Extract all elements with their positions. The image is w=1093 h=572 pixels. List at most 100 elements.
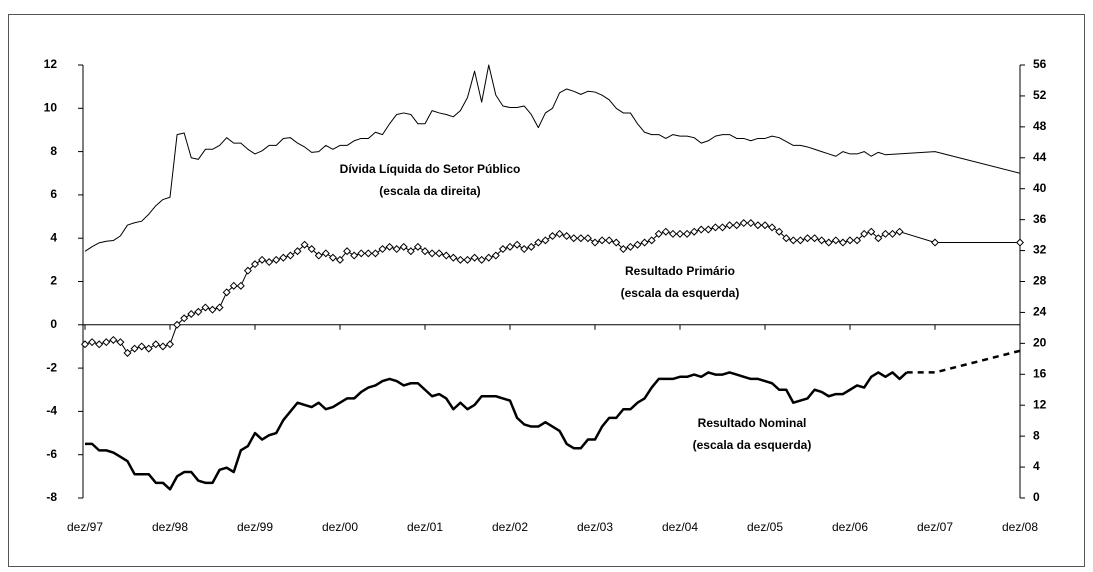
diamond-marker [258,255,267,264]
diamond-marker [406,247,415,256]
diamond-marker [796,236,805,245]
x-tick-label: dez/06 [832,520,868,534]
y2-tick-label: 32 [1033,243,1047,257]
series-scale-note: (escala da esquerda) [693,438,812,452]
diamond-marker [343,247,352,256]
diamond-marker [633,240,642,249]
series-scale-note: (escala da direita) [379,184,480,198]
diamond-marker [520,245,529,254]
series-scale-note: (escala da esquerda) [621,286,740,300]
y2-tick-label: 4 [1033,459,1040,473]
diamond-marker [824,238,833,247]
y2-tick-label: 12 [1033,397,1047,411]
diamond-marker [739,219,748,228]
diamond-marker [116,338,125,347]
diamond-marker [675,229,685,238]
diamond-marker [718,223,727,232]
diamond-marker [151,340,160,349]
series-label: Resultado Nominal [698,416,807,430]
y-tick-label: 10 [44,100,58,114]
diamond-marker [428,249,437,258]
x-tick-label: dez/08 [1002,520,1038,534]
y2-tick-label: 52 [1033,88,1047,102]
x-tick-label: dez/99 [237,520,273,534]
diamond-marker [378,245,387,254]
diamond-marker [562,232,571,241]
diamond-marker [725,221,734,230]
diamond-marker [505,242,515,251]
diamond-marker [173,320,182,329]
diamond-marker [661,227,670,236]
diamond-marker [527,242,536,251]
diamond-marker [810,234,819,243]
diamond-marker [555,229,564,238]
diamond-marker [867,227,876,236]
diamond-marker [456,255,465,264]
diamond-marker [364,249,373,258]
diamond-marker [413,242,422,251]
series-line [85,371,908,491]
diamond-marker [328,253,337,262]
diamond-marker [753,221,762,230]
diamond-marker [548,232,557,241]
y-tick-label: -8 [46,490,57,504]
diamond-marker [845,236,855,245]
diamond-marker [534,238,543,247]
diamond-marker [782,234,791,243]
diamond-marker [888,229,897,238]
y2-tick-label: 0 [1033,490,1040,504]
x-tick-label: dez/05 [747,520,783,534]
x-tick-label: dez/97 [67,520,103,534]
diamond-marker [350,251,359,260]
diamond-marker [789,236,798,245]
diamond-marker [732,221,741,230]
diamond-marker [321,249,330,258]
diamond-marker [690,227,699,236]
diamond-marker [775,227,784,236]
diamond-marker [463,255,472,264]
x-tick-label: dez/98 [152,520,188,534]
y-tick-label: 8 [50,144,57,158]
diamond-marker [201,303,210,312]
series-line [84,222,1020,354]
diamond-marker [187,309,196,318]
series-line [84,64,1021,252]
diamond-marker [881,229,890,238]
diamond-marker [137,342,146,351]
diamond-marker [335,255,345,264]
y-tick-label: 6 [50,187,57,201]
diamond-marker [130,344,139,353]
diamond-marker [668,229,677,238]
y-tick-label: 2 [50,274,57,288]
x-tick-label: dez/01 [407,520,443,534]
diamond-marker [576,234,585,243]
diamond-marker [541,236,550,245]
y2-tick-label: 28 [1033,274,1047,288]
diamond-marker [768,223,777,232]
diamond-marker [392,245,401,254]
diamond-marker [569,234,578,243]
diamond-marker [1015,238,1025,247]
x-tick-label: dez/00 [322,520,358,534]
diamond-marker [102,338,111,347]
y-tick-label: -6 [46,447,57,461]
y2-tick-label: 48 [1033,119,1047,133]
y2-tick-label: 20 [1033,336,1047,350]
diamond-marker [838,238,847,247]
diamond-marker [513,240,522,249]
diamond-marker [95,340,104,349]
frame [8,14,1085,567]
diamond-marker [697,225,706,234]
diamond-marker [470,253,479,262]
diamond-marker [385,242,394,251]
diamond-marker [265,258,274,267]
diamond-marker [194,307,203,316]
y-tick-label: 4 [50,230,57,244]
y-tick-label: 12 [44,57,58,71]
diamond-marker [477,255,486,264]
y-tick-label: 0 [50,317,57,331]
diamond-marker [442,251,451,260]
x-tick-label: dez/07 [917,520,953,534]
series-line [906,349,1021,374]
diamond-marker [598,236,607,245]
